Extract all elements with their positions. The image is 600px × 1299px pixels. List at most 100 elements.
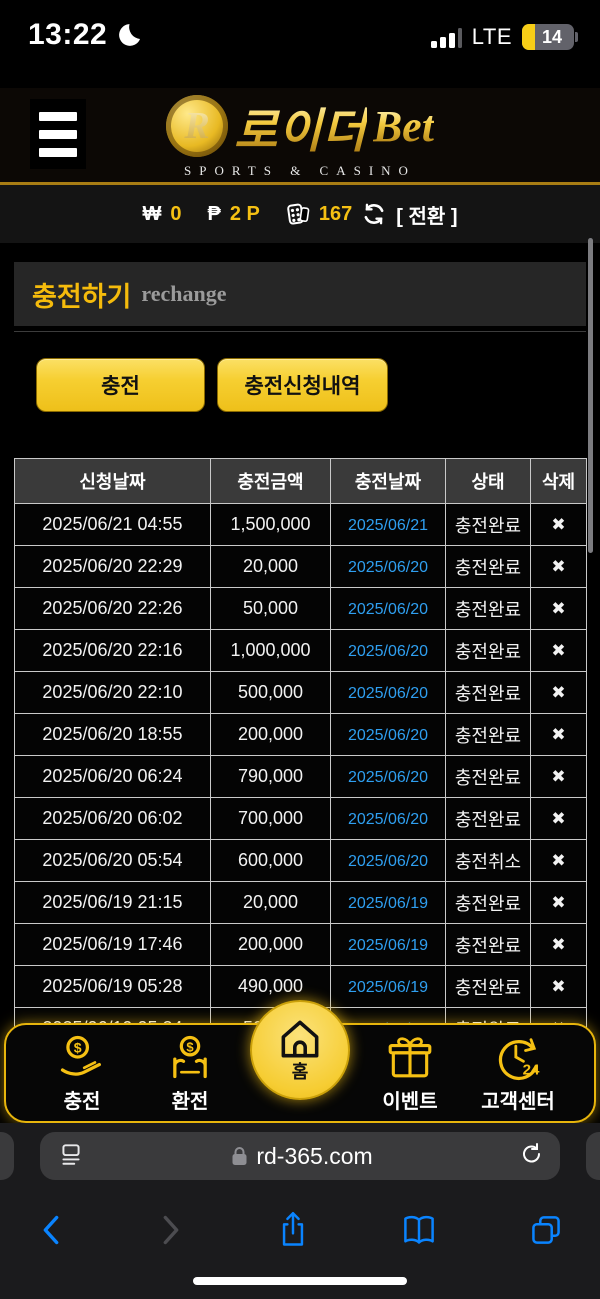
cell-status: 충전취소	[445, 839, 531, 882]
delete-row-button[interactable]: ✖	[551, 893, 566, 912]
menu-button[interactable]	[30, 99, 86, 169]
delete-row-button[interactable]: ✖	[551, 641, 566, 660]
cell-status: 충전완료	[445, 587, 531, 630]
delete-row-button[interactable]: ✖	[551, 935, 566, 954]
nav-item-events[interactable]: 이벤트	[362, 1033, 458, 1114]
back-button[interactable]	[38, 1213, 64, 1247]
cell-delete: ✖	[530, 629, 587, 672]
deposit-date-link[interactable]: 2025/06/20	[347, 853, 429, 870]
cell-delete: ✖	[530, 839, 587, 882]
cell-status: 충전완료	[445, 881, 531, 924]
forward-button[interactable]	[158, 1213, 184, 1247]
nav-label: 홈	[291, 1062, 309, 1082]
nav-item-home[interactable]: 홈	[250, 1000, 350, 1100]
withdraw-hands-coin-icon: $	[173, 1035, 207, 1078]
deposit-hand-coin-icon: $	[60, 1035, 101, 1076]
network-type-label: LTE	[471, 24, 512, 49]
cell-requested: 2025/06/20 05:54	[14, 839, 211, 882]
deposit-button[interactable]: 충전	[36, 358, 205, 412]
convert-button[interactable]: [ 전환 ]	[396, 205, 458, 228]
delete-row-button[interactable]: ✖	[551, 977, 566, 996]
cell-status: 충전완료	[445, 923, 531, 966]
nav-item-deposit[interactable]: $ 충전	[34, 1033, 130, 1114]
tabs-icon[interactable]	[530, 1214, 562, 1246]
delete-row-button[interactable]: ✖	[551, 851, 566, 870]
cell-delete: ✖	[530, 755, 587, 798]
deposit-history-button[interactable]: 충전신청내역	[217, 358, 388, 412]
deposit-date-link[interactable]: 2025/06/20	[347, 727, 429, 744]
cell-deposit-date: 2025/06/21	[330, 503, 446, 546]
table-row: 2025/06/20 05:54 600,000 2025/06/20 충전취소…	[14, 839, 587, 882]
table-row: 2025/06/20 22:10 500,000 2025/06/20 충전완료…	[14, 671, 587, 714]
deposit-date-link[interactable]: 2025/06/19	[347, 979, 429, 996]
delete-row-button[interactable]: ✖	[551, 683, 566, 702]
page-settings-icon[interactable]	[58, 1141, 84, 1172]
cell-amount: 20,000	[210, 881, 331, 924]
point-balance: 2 P	[229, 202, 260, 225]
header-deposit-date: 충전날짜	[330, 458, 446, 504]
moon-icon	[119, 24, 141, 46]
share-icon[interactable]	[278, 1211, 308, 1249]
table-row: 2025/06/19 05:28 490,000 2025/06/19 충전완료…	[14, 965, 587, 1008]
table-row: 2025/06/20 18:55 200,000 2025/06/20 충전완료…	[14, 713, 587, 756]
deposit-date-link[interactable]: 2025/06/20	[347, 643, 429, 660]
nav-item-support[interactable]: 24 고객센터	[470, 1033, 566, 1114]
adjacent-tab-right[interactable]	[586, 1132, 600, 1180]
deposit-history-table: 신청날짜 충전금액 충전날짜 상태 삭제 2025/06/21 04:55 1,…	[14, 458, 587, 1050]
site-logo[interactable]: R 로이더 Bet SPORTS & CASINO	[0, 88, 600, 182]
deposit-date-link[interactable]: 2025/06/20	[347, 559, 429, 576]
deposit-date-link[interactable]: 2025/06/19	[347, 895, 429, 912]
delete-row-button[interactable]: ✖	[551, 515, 566, 534]
refresh-balance-icon[interactable]	[361, 201, 387, 227]
home-indicator[interactable]	[193, 1277, 407, 1285]
battery-icon: 14	[522, 24, 578, 50]
chip-balance: 167	[318, 202, 353, 225]
delete-row-button[interactable]: ✖	[551, 557, 566, 576]
cell-status: 충전완료	[445, 965, 531, 1008]
table-row: 2025/06/19 21:15 20,000 2025/06/19 충전완료 …	[14, 881, 587, 924]
cell-deposit-date: 2025/06/20	[330, 713, 446, 756]
cell-amount: 200,000	[210, 713, 331, 756]
scrollbar[interactable]	[588, 238, 593, 553]
delete-row-button[interactable]: ✖	[551, 767, 566, 786]
adjacent-tab-left[interactable]	[0, 1132, 14, 1180]
dice-icon	[286, 202, 310, 226]
battery-percent: 14	[541, 26, 563, 47]
cell-amount: 1,000,000	[210, 629, 331, 672]
cell-deposit-date: 2025/06/20	[330, 545, 446, 588]
status-bar: 13:22 LTE 14	[0, 0, 600, 88]
page-subtitle: rechange	[141, 281, 227, 306]
delete-row-button[interactable]: ✖	[551, 599, 566, 618]
table-row: 2025/06/20 06:02 700,000 2025/06/20 충전완료…	[14, 797, 587, 840]
deposit-date-link[interactable]: 2025/06/21	[347, 517, 429, 534]
cell-status: 충전완료	[445, 503, 531, 546]
table-row: 2025/06/20 22:16 1,000,000 2025/06/20 충전…	[14, 629, 587, 672]
cell-delete: ✖	[530, 797, 587, 840]
cell-status: 충전완료	[445, 671, 531, 714]
cell-status: 충전완료	[445, 797, 531, 840]
cell-amount: 500,000	[210, 671, 331, 714]
delete-row-button[interactable]: ✖	[551, 725, 566, 744]
reload-icon[interactable]	[520, 1142, 544, 1171]
cell-amount: 200,000	[210, 923, 331, 966]
nav-item-withdraw[interactable]: $ 환전	[142, 1033, 238, 1114]
cell-amount: 700,000	[210, 797, 331, 840]
bookmarks-icon[interactable]	[402, 1214, 436, 1246]
cell-deposit-date: 2025/06/20	[330, 797, 446, 840]
cell-amount: 20,000	[210, 545, 331, 588]
cell-requested: 2025/06/21 04:55	[14, 503, 211, 546]
deposit-date-link[interactable]: 2025/06/20	[347, 601, 429, 618]
address-bar[interactable]: rd-365.com	[40, 1132, 560, 1180]
deposit-date-link[interactable]: 2025/06/20	[347, 769, 429, 786]
deposit-date-link[interactable]: 2025/06/20	[347, 811, 429, 828]
delete-row-button[interactable]: ✖	[551, 809, 566, 828]
cell-delete: ✖	[530, 587, 587, 630]
cell-delete: ✖	[530, 503, 587, 546]
deposit-date-link[interactable]: 2025/06/19	[347, 937, 429, 954]
cell-status: 충전완료	[445, 545, 531, 588]
deposit-date-link[interactable]: 2025/06/20	[347, 685, 429, 702]
browser-chrome: rd-365.com	[0, 1123, 600, 1299]
header-status: 상태	[445, 458, 531, 504]
cell-deposit-date: 2025/06/20	[330, 671, 446, 714]
